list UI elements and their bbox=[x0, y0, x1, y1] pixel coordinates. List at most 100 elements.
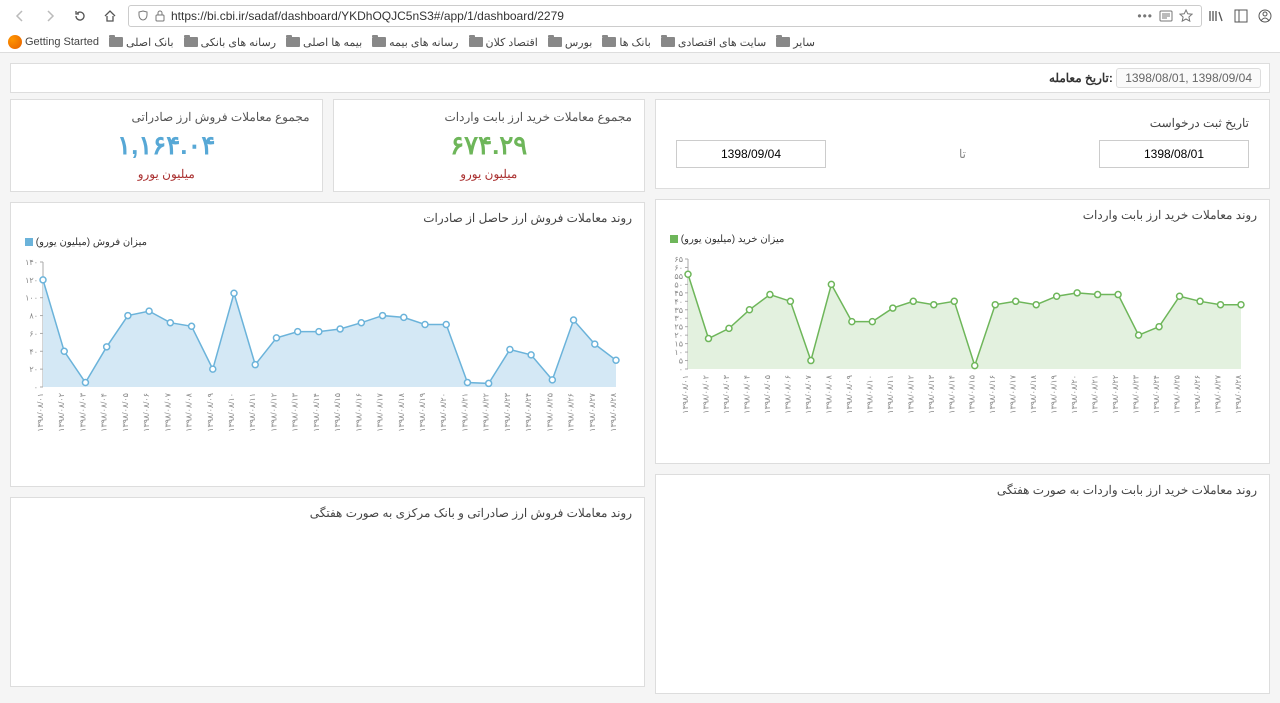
home-button[interactable] bbox=[98, 4, 122, 28]
svg-text:۱۰: ۱۰ bbox=[674, 348, 683, 357]
svg-text:۱۳۹۸/۰۸/۲۱: ۱۳۹۸/۰۸/۲۱ bbox=[1091, 375, 1100, 414]
star-icon[interactable] bbox=[1179, 9, 1193, 23]
kpi-sales: مجموع معاملات فروش ارز صادراتی ۱,۱۶۴.۰۴ … bbox=[10, 99, 323, 192]
bookmark-item[interactable]: اقتصاد کلان bbox=[469, 36, 538, 49]
kpi-buy: مجموع معاملات خرید ارز بابت واردات ۶۷۴.۲… bbox=[333, 99, 646, 192]
sidebar-icon[interactable] bbox=[1234, 9, 1248, 23]
svg-text:۵۰: ۵۰ bbox=[674, 280, 683, 289]
bookmark-item[interactable]: بورس bbox=[548, 36, 592, 49]
kpi-sales-label: مجموع معاملات فروش ارز صادراتی bbox=[23, 110, 310, 124]
svg-text:۰: ۰ bbox=[34, 383, 38, 392]
svg-text:۶۵: ۶۵ bbox=[674, 255, 683, 264]
folder-icon bbox=[661, 37, 675, 47]
bookmark-item[interactable]: بانک اصلی bbox=[109, 36, 174, 49]
bookmark-item[interactable]: Getting Started bbox=[8, 35, 99, 49]
svg-text:۱۳۹۸/۰۸/۰۵: ۱۳۹۸/۰۸/۰۵ bbox=[121, 393, 130, 432]
buy-chart-legend: میزان خرید (میلیون یورو) bbox=[656, 230, 1269, 245]
svg-text:۱۳۹۸/۰۸/۲۱: ۱۳۹۸/۰۸/۲۱ bbox=[460, 393, 469, 432]
trade-date-label: تاریخ معامله: bbox=[1049, 71, 1113, 85]
svg-text:۲۵: ۲۵ bbox=[674, 323, 683, 332]
svg-text:۱۳۹۸/۰۸/۱۹: ۱۳۹۸/۰۸/۱۹ bbox=[418, 393, 427, 432]
svg-text:۱۳۹۸/۰۸/۱۳: ۱۳۹۸/۰۸/۱۳ bbox=[291, 392, 300, 432]
forward-button[interactable] bbox=[38, 4, 62, 28]
svg-text:۱۳۹۸/۰۸/۰۴: ۱۳۹۸/۰۸/۰۴ bbox=[742, 375, 751, 414]
svg-text:۱۳۹۸/۰۸/۲۶: ۱۳۹۸/۰۸/۲۶ bbox=[1193, 375, 1202, 414]
weekly-sales-panel: روند معاملات فروش ارز صادراتی و بانک مرک… bbox=[10, 497, 645, 687]
svg-text:۱۳۹۸/۰۸/۲۸: ۱۳۹۸/۰۸/۲۸ bbox=[1234, 374, 1243, 414]
svg-text:۱۳۹۸/۰۸/۱۲: ۱۳۹۸/۰۸/۱۲ bbox=[269, 393, 278, 432]
lock-icon bbox=[155, 10, 165, 22]
folder-icon bbox=[184, 37, 198, 47]
folder-icon bbox=[372, 37, 386, 47]
svg-text:۱۳۹۸/۰۸/۲۰: ۱۳۹۸/۰۸/۲۰ bbox=[439, 393, 448, 432]
svg-text:۱۳۹۸/۰۸/۰۱: ۱۳۹۸/۰۸/۰۱ bbox=[36, 393, 45, 432]
svg-text:۱۳۹۸/۰۸/۲۴: ۱۳۹۸/۰۸/۲۴ bbox=[1152, 375, 1161, 414]
svg-text:۲۰: ۲۰ bbox=[674, 331, 683, 340]
bookmark-item[interactable]: رسانه های بانکی bbox=[184, 36, 276, 49]
svg-text:۱۳۹۸/۰۸/۱۳: ۱۳۹۸/۰۸/۱۳ bbox=[927, 374, 936, 414]
svg-text:۱۳۹۸/۰۸/۲۴: ۱۳۹۸/۰۸/۲۴ bbox=[524, 393, 533, 432]
sales-chart-title: روند معاملات فروش ارز حاصل از صادرات bbox=[11, 203, 644, 233]
svg-text:۱۳۹۸/۰۸/۲۷: ۱۳۹۸/۰۸/۲۷ bbox=[588, 392, 597, 432]
svg-text:۱۳۹۸/۰۸/۲۳: ۱۳۹۸/۰۸/۲۳ bbox=[1132, 374, 1141, 414]
svg-text:۱۳۹۸/۰۸/۱۶: ۱۳۹۸/۰۸/۱۶ bbox=[354, 393, 363, 432]
svg-text:۳۰: ۳۰ bbox=[674, 314, 683, 323]
date-filter-title: تاریخ ثبت درخواست bbox=[676, 116, 1249, 140]
svg-text:۱۳۹۸/۰۸/۱۲: ۱۳۹۸/۰۸/۱۲ bbox=[906, 375, 915, 414]
bookmark-item[interactable]: سایت های اقتصادی bbox=[661, 36, 766, 49]
svg-text:۳۵: ۳۵ bbox=[674, 306, 683, 315]
legend-swatch-blue bbox=[25, 238, 33, 246]
legend-swatch-green bbox=[670, 235, 678, 243]
svg-text:۱۳۹۸/۰۸/۰۸: ۱۳۹۸/۰۸/۰۸ bbox=[185, 392, 194, 432]
svg-text:۱۳۹۸/۰۸/۰۷: ۱۳۹۸/۰۸/۰۷ bbox=[163, 392, 172, 432]
back-button[interactable] bbox=[8, 4, 32, 28]
svg-text:۱۳۹۸/۰۸/۱۴: ۱۳۹۸/۰۸/۱۴ bbox=[312, 393, 321, 432]
more-icon[interactable]: ••• bbox=[1137, 9, 1153, 23]
bookmark-item[interactable]: سایر bbox=[776, 36, 815, 49]
bookmark-item[interactable]: رسانه های بیمه bbox=[372, 36, 458, 49]
date-filter-panel: تاریخ ثبت درخواست تا bbox=[655, 99, 1270, 189]
svg-text:۱۳۹۸/۰۸/۲۰: ۱۳۹۸/۰۸/۲۰ bbox=[1070, 375, 1079, 414]
svg-text:۵۵: ۵۵ bbox=[674, 272, 683, 281]
bookmarks-bar: Getting Started بانک اصلی رسانه های بانکی ب… bbox=[0, 32, 1280, 52]
buy-chart[interactable]: ۰۵۱۰۱۵۲۰۲۵۳۰۳۵۴۰۴۵۵۰۵۵۶۰۶۵۱۳۹۸/۰۸/۰۱۱۳۹۸… bbox=[666, 249, 1246, 457]
trade-date-range[interactable]: 1398/08/01, 1398/09/04 bbox=[1116, 68, 1261, 88]
folder-icon bbox=[469, 37, 483, 47]
url-input[interactable] bbox=[171, 9, 1131, 23]
svg-text:۱۳۹۸/۰۸/۰۱: ۱۳۹۸/۰۸/۰۱ bbox=[681, 375, 690, 414]
reader-icon[interactable] bbox=[1159, 10, 1173, 22]
reload-button[interactable] bbox=[68, 4, 92, 28]
svg-text:۱۳۹۸/۰۸/۱۸: ۱۳۹۸/۰۸/۱۸ bbox=[1029, 374, 1038, 414]
svg-text:۱۳۹۸/۰۸/۰۳: ۱۳۹۸/۰۸/۰۳ bbox=[722, 374, 731, 414]
svg-text:۲۰: ۲۰ bbox=[29, 365, 38, 374]
url-bar[interactable]: ••• bbox=[128, 5, 1202, 27]
svg-text:۱۳۹۸/۰۸/۱۴: ۱۳۹۸/۰۸/۱۴ bbox=[947, 375, 956, 414]
svg-text:۱۳۹۸/۰۸/۱۵: ۱۳۹۸/۰۸/۱۵ bbox=[333, 393, 342, 432]
weekly-buy-title: روند معاملات خرید ارز بابت واردات به صور… bbox=[656, 475, 1269, 505]
date-to-input[interactable] bbox=[676, 140, 826, 168]
shield-icon bbox=[137, 10, 149, 22]
svg-text:۱۳۹۸/۰۸/۱۹: ۱۳۹۸/۰۸/۱۹ bbox=[1050, 375, 1059, 414]
svg-text:۴۵: ۴۵ bbox=[674, 289, 683, 298]
sales-chart[interactable]: ۰۲۰۴۰۶۰۸۰۱۰۰۱۲۰۱۴۰۱۳۹۸/۰۸/۰۱۱۳۹۸/۰۸/۰۲۱۳… bbox=[21, 252, 621, 480]
folder-icon bbox=[776, 37, 790, 47]
svg-text:۱۴۰: ۱۴۰ bbox=[25, 258, 38, 267]
date-to-label: تا bbox=[836, 147, 1089, 161]
svg-text:۱۳۹۸/۰۸/۲۳: ۱۳۹۸/۰۸/۲۳ bbox=[503, 392, 512, 432]
svg-text:۱۳۹۸/۰۸/۱۷: ۱۳۹۸/۰۸/۱۷ bbox=[1009, 374, 1018, 414]
kpi-buy-unit: میلیون یورو bbox=[346, 167, 633, 181]
svg-text:۱۰۰: ۱۰۰ bbox=[25, 294, 38, 303]
svg-text:۱۳۹۸/۰۸/۱۱: ۱۳۹۸/۰۸/۱۱ bbox=[248, 393, 257, 432]
svg-text:۱۳۹۸/۰۸/۱۰: ۱۳۹۸/۰۸/۱۰ bbox=[865, 375, 874, 414]
svg-text:۱۳۹۸/۰۸/۰۵: ۱۳۹۸/۰۸/۰۵ bbox=[763, 375, 772, 414]
bookmark-item[interactable]: بیمه ها اصلی bbox=[286, 36, 362, 49]
svg-text:۱۳۹۸/۰۸/۰۹: ۱۳۹۸/۰۸/۰۹ bbox=[206, 393, 215, 432]
bookmark-item[interactable]: بانک ها bbox=[602, 36, 651, 49]
date-from-input[interactable] bbox=[1099, 140, 1249, 168]
library-icon[interactable] bbox=[1208, 9, 1224, 23]
buy-chart-title: روند معاملات خرید ارز بابت واردات bbox=[656, 200, 1269, 230]
svg-text:۴۰: ۴۰ bbox=[29, 347, 38, 356]
account-icon[interactable] bbox=[1258, 9, 1272, 23]
folder-icon bbox=[548, 37, 562, 47]
kpi-sales-unit: میلیون یورو bbox=[23, 167, 310, 181]
